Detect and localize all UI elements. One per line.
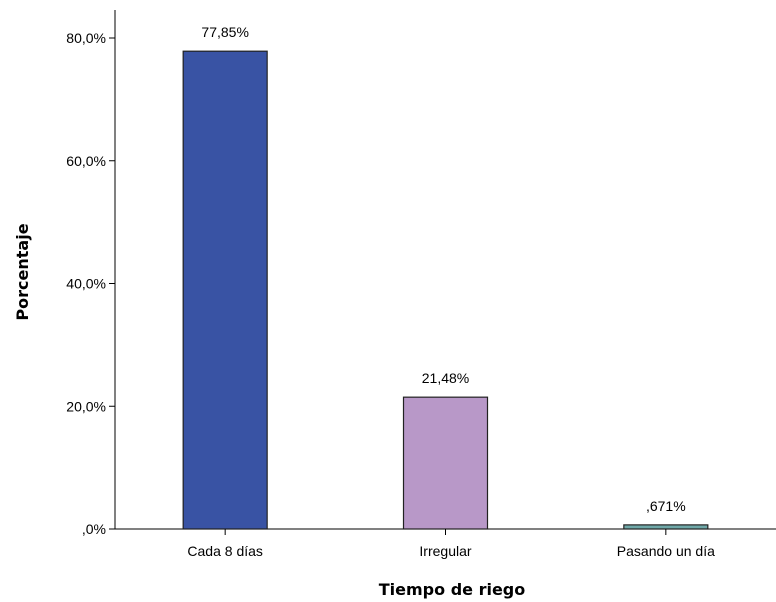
x-axis-title: Tiempo de riego — [379, 580, 525, 599]
data-label: 77,85% — [201, 24, 248, 40]
data-label: 21,48% — [422, 370, 469, 386]
y-tick-label: ,0% — [82, 521, 106, 537]
bar — [623, 524, 709, 530]
bar — [182, 50, 268, 530]
x-tick-label: Cada 8 días — [187, 543, 263, 559]
data-labels: 77,85% 21,48% ,671% — [201, 24, 685, 514]
y-tick-label: 80,0% — [66, 30, 106, 46]
y-tick-label: 20,0% — [66, 398, 106, 414]
x-tick-label: Irregular — [419, 543, 471, 559]
x-tick-label: Pasando un día — [617, 543, 715, 559]
y-axis-title: Porcentaje — [13, 223, 32, 320]
y-ticks: ,0% 20,0% 40,0% 60,0% 80,0% — [66, 30, 115, 537]
bars — [182, 50, 709, 530]
x-ticks: Cada 8 días Irregular Pasando un día — [187, 529, 715, 559]
y-tick-label: 40,0% — [66, 276, 106, 292]
bar — [402, 396, 489, 530]
y-tick-label: 60,0% — [66, 153, 106, 169]
data-label: ,671% — [646, 498, 686, 514]
